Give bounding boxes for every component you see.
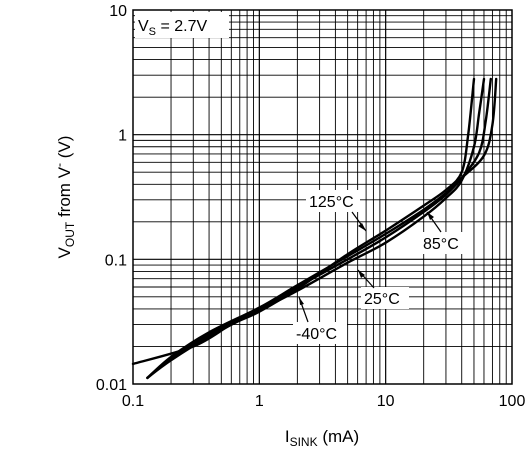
curves (131, 77, 498, 380)
condition-main: V (138, 18, 149, 35)
x-axis-title: ISINK (mA) (285, 427, 359, 449)
annotation-85c: 85°C (423, 236, 459, 253)
y-axis-title: VOUT from V- (V) (52, 136, 77, 259)
x-tick-label: 100 (499, 393, 526, 410)
series-line-25c (146, 77, 492, 380)
y-tick-label: 0.01 (96, 377, 127, 394)
y-axis-title-main: V (55, 246, 74, 258)
x-axis-title-main: I (285, 427, 290, 446)
annotation-85c-bg (420, 232, 468, 254)
plot-frame (132, 9, 513, 385)
annotation-25c: 25°C (364, 291, 400, 308)
annotation-minus40c-arrowhead (299, 297, 304, 305)
x-axis-title-unit: (mA) (318, 427, 360, 446)
x-tick-label: 0.1 (122, 393, 144, 410)
y-tick-label: 0.1 (105, 252, 127, 269)
annotation-125c-bg (306, 190, 360, 212)
x-tick-label: 10 (377, 393, 395, 410)
y-axis-title-sup: - (52, 163, 66, 167)
series-line-85c (146, 77, 498, 380)
y-axis-title-sub: OUT (63, 221, 77, 247)
annotation-125c-arrowhead (358, 223, 366, 231)
y-axis-title-unit: (V) (55, 136, 74, 163)
x-axis-title-sub: SINK (290, 435, 318, 449)
condition-rest: = 2.7V (156, 18, 207, 35)
condition-label-bg (135, 12, 229, 38)
annotation-minus40c-bg (293, 322, 347, 344)
annotation-85c-arrowhead (427, 212, 434, 220)
annotation-25c-bg (361, 287, 409, 309)
grid (133, 10, 512, 384)
condition-label: VS = 2.7V (138, 18, 207, 38)
series-line-125c (131, 77, 476, 366)
x-tick-label: 1 (255, 393, 264, 410)
annotation-125c: 125°C (309, 194, 354, 211)
annotation-minus40c: -40°C (296, 326, 337, 343)
y-tick-label: 10 (109, 3, 127, 20)
y-axis-title-mid: from V (55, 166, 74, 221)
annotation-25c-arrowhead (358, 270, 365, 278)
y-tick-label: 1 (118, 128, 127, 145)
series-line-40c (146, 77, 486, 380)
condition-sub: S (149, 26, 156, 38)
